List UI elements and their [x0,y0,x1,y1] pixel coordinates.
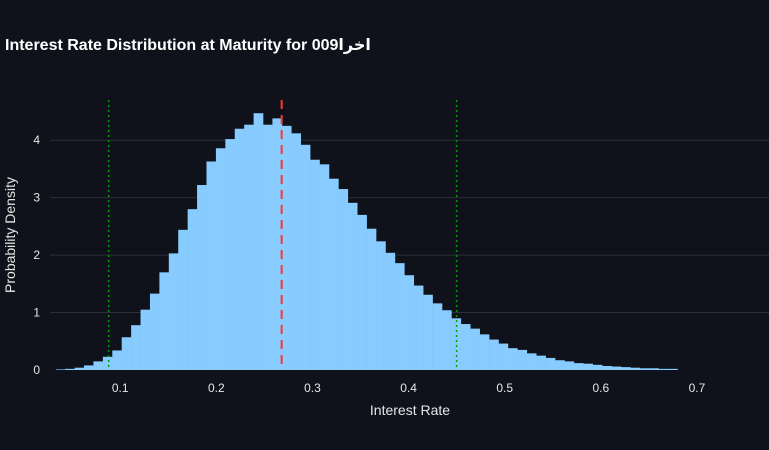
histogram-bar [507,348,518,370]
histogram-bar [555,360,565,370]
histogram-bar [244,124,254,371]
x-tick-label: 0.6 [592,381,609,395]
histogram-bar [131,325,141,370]
histogram-bar [526,353,537,370]
x-tick-label: 0.4 [400,381,417,395]
histogram-bar [84,365,94,370]
x-tick-label: 0.3 [304,381,321,395]
x-axis-label: Interest Rate [370,402,450,418]
histogram-bar [564,361,575,370]
histogram-bar [639,368,650,370]
y-tick-label: 2 [33,248,40,262]
histogram-bar [357,214,367,370]
histogram-bar [121,337,132,370]
reference-lines [107,100,458,370]
histogram-bar [479,334,490,370]
histogram-bar [573,363,584,370]
histogram-bar [413,285,424,370]
histogram-bar [470,328,480,370]
histogram-bar [517,349,528,370]
histogram-bar [451,318,462,370]
histogram-bar [545,357,556,370]
histogram-bar [159,272,170,370]
histogram-bar [668,368,678,370]
histogram-bar [149,293,160,370]
x-tick-label: 0.5 [496,381,513,395]
histogram-bar [319,164,330,370]
tick-labels: 0 1 2 3 4 0.1 0.2 0.3 0.4 0.5 0.6 0.7 [33,133,705,395]
x-tick-label: 0.1 [112,381,129,395]
x-tick-label: 0.7 [689,381,706,395]
histogram-bar [291,133,301,370]
x-tick-label: 0.2 [208,381,225,395]
histogram-bar [310,159,320,370]
histogram-bar [347,202,358,370]
histogram-bar [423,294,433,370]
histogram-bar [253,113,264,370]
histogram-bars [55,113,678,371]
histogram-bar [602,365,612,370]
histogram-bar [234,128,245,370]
histogram-bar [441,310,452,370]
y-tick-label: 0 [33,363,40,377]
histogram-bar [338,189,349,370]
histogram-bar [263,124,273,371]
histogram-bar [93,361,104,370]
histogram-bar [206,161,217,370]
histogram-bar [225,139,236,370]
histogram-bar [197,185,207,370]
histogram-bar [65,368,75,370]
histogram-bar [630,367,641,370]
histogram-bar [489,339,499,370]
histogram-bar [215,148,226,370]
chart-title: Interest Rate Distribution at Maturity f… [5,37,371,54]
histogram-bar [328,178,339,370]
histogram-bar [460,324,471,370]
histogram-bar [178,229,188,370]
histogram-bar [55,369,66,370]
histogram-bar [583,363,594,370]
histogram-bar [592,364,603,370]
y-tick-label: 4 [33,133,40,147]
histogram-bar [187,209,198,370]
histogram-bar [112,350,123,370]
histogram-bar [658,368,669,370]
histogram-bar [140,309,151,370]
histogram-bar [272,118,283,370]
histogram-bar [611,366,622,370]
histogram-bar [385,252,396,370]
histogram-bar [376,241,386,370]
histogram-bar [498,343,509,370]
histogram-bar [536,355,546,370]
histogram-bar [168,253,179,370]
histogram-bar [649,368,659,370]
y-tick-label: 1 [33,306,40,320]
histogram-bar [281,125,292,370]
histogram-bar [620,367,631,370]
histogram-bar [404,275,415,370]
histogram-bar [366,228,377,370]
histogram-bar [432,303,443,370]
histogram-bar [74,367,85,370]
histogram-bar [394,263,405,370]
y-axis-label: Probability Density [2,177,18,293]
y-tick-label: 3 [33,191,40,205]
histogram-bar [300,144,311,370]
histogram-bar [102,356,113,370]
